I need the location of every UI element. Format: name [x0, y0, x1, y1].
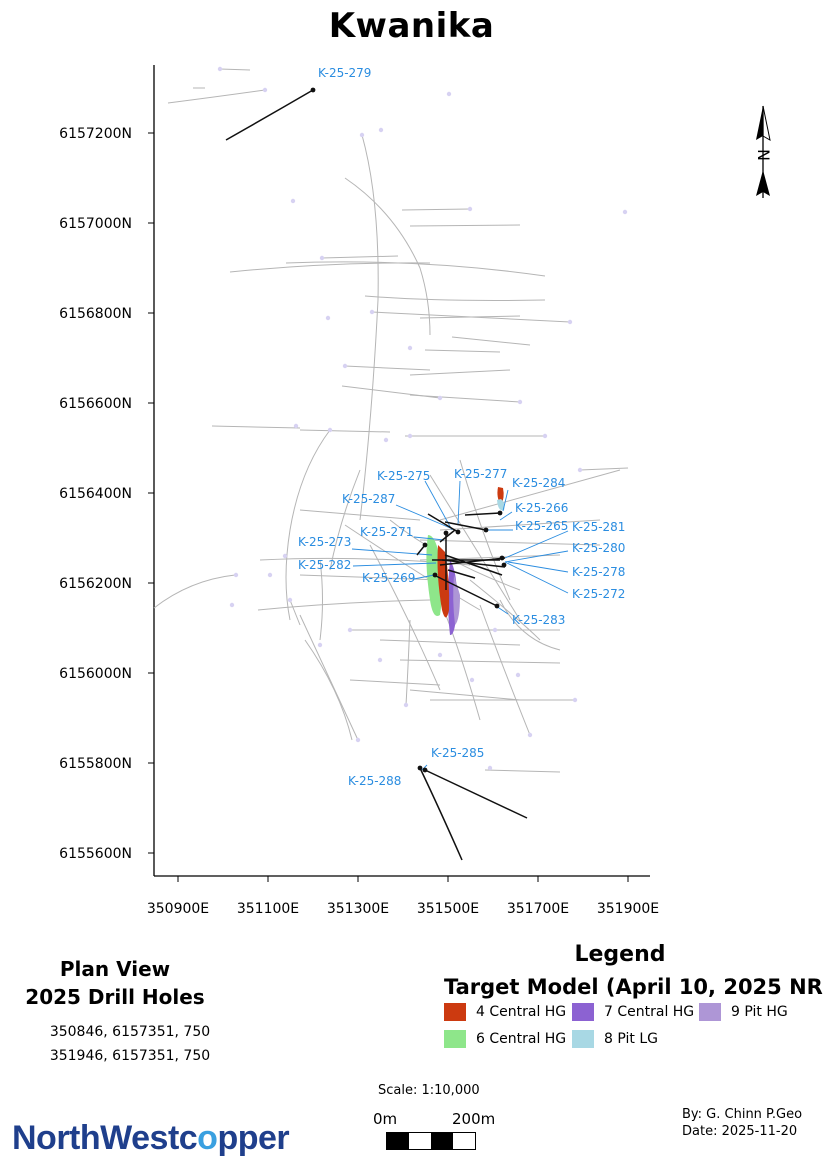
target-model-shapes	[426, 487, 505, 636]
legend-item: 8 Pit LG	[572, 1030, 658, 1048]
plan-line-2: 2025 Drill Holes	[25, 985, 205, 1009]
date: Date: 2025-11-20	[682, 1124, 798, 1139]
coords-line-1: 350846, 6157351, 750	[49, 1024, 211, 1040]
legend-swatch	[572, 1030, 594, 1048]
legend-label: 9 Pit HG	[731, 1004, 788, 1020]
hole-label: K-25-281	[572, 520, 625, 534]
target-9-pit-hg	[453, 575, 460, 625]
hole-label: K-25-272	[572, 587, 625, 601]
legend-title: Legend	[574, 942, 666, 967]
drill-hole-k-25-279	[225, 89, 314, 141]
drill-hole-k-25-288	[419, 767, 463, 861]
legend-swatch	[444, 1003, 466, 1021]
hole-label: K-25-280	[572, 541, 625, 555]
y-tick-label: 6156800N	[59, 306, 132, 322]
legend-item: 9 Pit HG	[699, 1003, 788, 1021]
coords-line-2: 351946, 6157351, 750	[49, 1048, 211, 1064]
hole-label: K-25-283	[512, 613, 565, 627]
hole-label: K-25-271	[360, 525, 413, 539]
drill-collars-2025	[310, 87, 507, 773]
x-axis-ticks: 350900E 351100E 351300E 351500E 351700E 35190…	[147, 876, 659, 917]
hole-label: K-25-284	[512, 476, 565, 490]
historic-collars	[217, 66, 628, 771]
y-axis-ticks: 6157200N 6157000N 6156800N 6156600N 6156400N…	[59, 126, 154, 862]
hole-labels: K-25-279 K-25-277 K-25-275 K-25-284 K-25…	[298, 66, 625, 788]
credit-block: By: G. Chinn P.Geo Date: 2025-11-20	[682, 1106, 802, 1140]
legend-swatch	[444, 1030, 466, 1048]
y-tick-label: 6156400N	[59, 486, 132, 502]
hole-label: K-25-273	[298, 535, 351, 549]
legend-swatch	[572, 1003, 594, 1021]
scale-start: 0m	[373, 1110, 398, 1128]
scale-end: 200m	[452, 1110, 496, 1128]
hole-label: K-25-279	[318, 66, 371, 80]
hole-label: K-25-278	[572, 565, 625, 579]
y-tick-label: 6157200N	[59, 126, 132, 142]
y-tick-label: 6156200N	[59, 576, 132, 592]
hole-label: K-25-266	[515, 501, 568, 515]
legend-label: 4 Central HG	[476, 1004, 567, 1020]
x-tick-label: 350900E	[147, 901, 209, 917]
legend-label: 8 Pit LG	[604, 1031, 658, 1047]
view-coordinates: 350846, 6157351, 750 351946, 6157351, 75…	[30, 1020, 230, 1068]
hole-label: K-25-285	[431, 746, 484, 760]
hole-label: K-25-269	[362, 571, 415, 585]
scale-bar	[386, 1132, 476, 1150]
northwestcopper-logo: NorthWestcopper	[12, 1119, 290, 1157]
y-tick-label: 6156000N	[59, 666, 132, 682]
y-tick-label: 6155600N	[59, 846, 132, 862]
legend-item: 7 Central HG	[572, 1003, 694, 1021]
plan-view-caption: Plan View 2025 Drill Holes	[0, 955, 230, 1011]
x-tick-label: 351700E	[507, 901, 569, 917]
legend-item: 6 Central HG	[444, 1030, 566, 1048]
hole-label: K-25-277	[454, 467, 507, 481]
target-8-pit-lg	[497, 499, 505, 511]
label-leaders	[351, 480, 569, 771]
legend-item: 4 Central HG	[444, 1003, 566, 1021]
scale-label: Scale: 1:10,000	[378, 1083, 480, 1098]
drill-holes-2025	[225, 89, 528, 861]
map-title: Kwanika	[328, 6, 495, 46]
legend-label: 6 Central HG	[476, 1031, 567, 1047]
hole-label: K-25-282	[298, 558, 351, 572]
north-label: N	[754, 149, 773, 161]
legend-swatch	[699, 1003, 721, 1021]
north-arrow: N	[754, 105, 773, 198]
drill-plan-map: 6157200N 6157000N 6156800N 6156600N 6156400N…	[59, 65, 773, 917]
hole-label: K-25-275	[377, 469, 430, 483]
x-tick-label: 351900E	[597, 901, 659, 917]
y-tick-label: 6156600N	[59, 396, 132, 412]
x-tick-label: 351300E	[327, 901, 389, 917]
legend-subtitle: Target Model (April 10, 2025 NR)	[444, 975, 823, 999]
y-tick-label: 6155800N	[59, 756, 132, 772]
y-tick-label: 6157000N	[59, 216, 132, 232]
historic-drill-traces	[153, 68, 629, 773]
x-tick-label: 351100E	[237, 901, 299, 917]
legend-label: 7 Central HG	[604, 1004, 695, 1020]
hole-label: K-25-288	[348, 774, 401, 788]
plan-line-1: Plan View	[59, 957, 171, 981]
x-tick-label: 351500E	[417, 901, 479, 917]
drill-hole-k-25-285	[424, 769, 528, 819]
author: By: G. Chinn P.Geo	[682, 1107, 803, 1122]
hole-label: K-25-287	[342, 492, 395, 506]
hole-label: K-25-265	[515, 519, 568, 533]
